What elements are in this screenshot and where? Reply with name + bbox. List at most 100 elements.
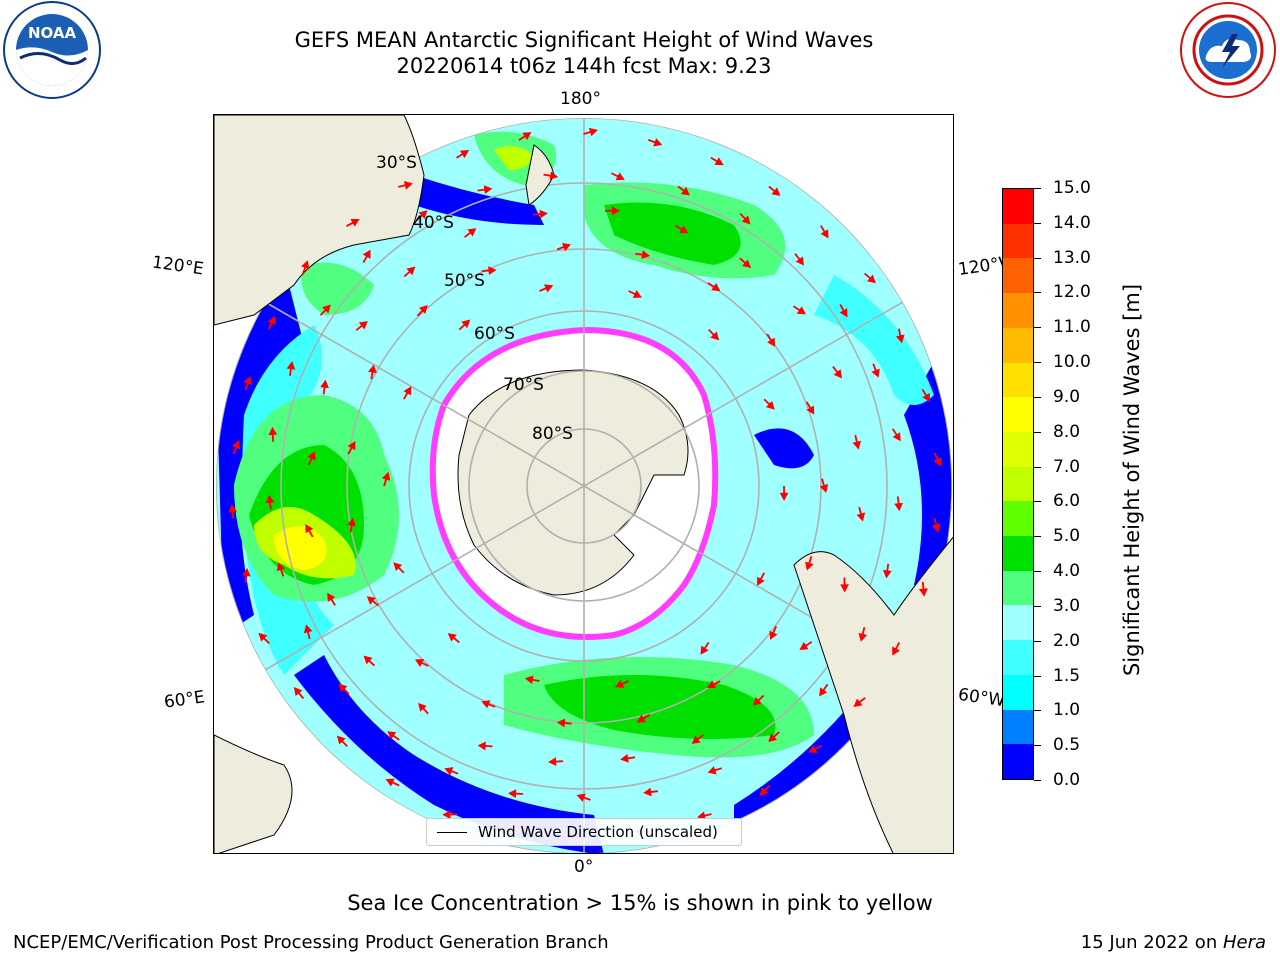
wind-arrow-head <box>276 562 286 572</box>
wind-arrow-head <box>765 400 775 410</box>
wind-arrow-head <box>406 266 416 276</box>
wind-arrow-head <box>561 243 571 252</box>
colorbar-tick <box>1034 362 1041 364</box>
wind-arrow-head <box>769 630 778 640</box>
wind-arrow-head <box>922 392 931 403</box>
colorbar-segment <box>1003 362 1033 398</box>
wind-arrow-head <box>892 432 901 442</box>
wind-arrow-head <box>806 405 815 415</box>
colorbar-tick <box>1034 745 1041 747</box>
wind-arrow-head <box>752 696 762 706</box>
wind-arrow-head <box>303 624 313 634</box>
wind-arrow-head <box>363 655 373 665</box>
wind-arrow-head <box>768 733 778 742</box>
map-title: GEFS MEAN Antarctic Significant Height o… <box>294 28 874 52</box>
colorbar-tick-label: 2.0 <box>1053 630 1081 651</box>
colorbar-segment <box>1003 744 1033 779</box>
wind-arrow-head <box>293 687 303 697</box>
run-date: 15 Jun 2022 on Hera <box>1081 932 1266 953</box>
lon-label-120e: 120°E <box>150 252 205 280</box>
wind-arrow-head <box>641 250 651 259</box>
wind-arrow-head <box>918 588 928 597</box>
wind-arrow-head <box>243 376 252 386</box>
wind-arrow-head <box>403 181 413 190</box>
colorbar-tick-label: 0.5 <box>1053 735 1081 756</box>
run-date-text: 15 Jun 2022 on <box>1080 932 1223 953</box>
wind-arrow-head <box>447 633 457 642</box>
wind-arrow-head <box>779 492 789 501</box>
wind-arrow-head <box>636 714 646 723</box>
legend-line-sample <box>437 832 467 833</box>
lon-label-0: 0° <box>574 857 594 877</box>
wind-arrow-head <box>442 810 451 820</box>
map-legend: Wind Wave Direction (unscaled) <box>426 818 742 846</box>
wind-arrow-head <box>741 215 751 225</box>
wind-arrow-head <box>795 256 805 266</box>
wind-arrow-head <box>858 632 868 642</box>
wind-arrow-head <box>362 249 371 259</box>
wind-arrow-head <box>707 766 717 775</box>
wind-arrow-head <box>700 645 709 655</box>
colorbar-segment <box>1003 536 1033 571</box>
wind-arrow-head <box>710 331 720 341</box>
wind-arrow-head <box>481 700 491 709</box>
colorbar-segment <box>1003 466 1033 502</box>
wind-arrow-head <box>697 811 706 820</box>
wind-arrow-head <box>691 735 701 744</box>
colorbar-tick <box>1034 780 1041 781</box>
wind-arrow-head <box>418 210 428 219</box>
wind-arrow-head <box>871 368 880 378</box>
colorbar-tick <box>1034 222 1041 224</box>
colorbar-tick-label: 8.0 <box>1053 421 1081 442</box>
colorbar-tick <box>1034 466 1041 468</box>
wind-arrow-head <box>894 502 903 512</box>
wind-arrow-head <box>819 687 828 697</box>
wind-arrow-head <box>381 471 391 481</box>
wind-arrow-head <box>387 731 397 740</box>
wind-arrow-head <box>892 646 900 656</box>
wind-arrow-head <box>301 260 310 270</box>
wind-arrow-head <box>643 787 652 797</box>
wind-arrow-head <box>556 718 566 728</box>
wind-arrow-head <box>228 504 238 513</box>
wind-arrow-head <box>548 757 557 766</box>
wind-arrow-head <box>414 659 425 667</box>
wind-arrow-head <box>305 523 314 534</box>
nws-logo <box>1180 2 1276 98</box>
lon-label-60e: 60°E <box>162 687 207 713</box>
graticule <box>216 118 952 853</box>
colorbar-segment <box>1003 640 1033 675</box>
wind-arrow-head <box>852 440 862 450</box>
wind-arrow-head <box>366 596 376 605</box>
wind-arrow-head <box>742 259 752 269</box>
wind-arrow-head <box>488 266 497 275</box>
noaa-logo-text: NOAA <box>28 24 77 42</box>
wind-arrow-head <box>757 576 765 586</box>
wind-arrow-head <box>767 337 776 347</box>
wind-arrow-head <box>268 426 278 436</box>
colorbar-tick-label: 5.0 <box>1053 526 1081 547</box>
colorbar-segment <box>1003 397 1033 432</box>
colorbar-segment <box>1003 501 1033 537</box>
colorbar-tick-label: 6.0 <box>1053 491 1081 512</box>
colorbar-segment <box>1003 293 1033 328</box>
wind-arrow-head <box>347 517 356 527</box>
wind-arrow-head <box>286 361 296 370</box>
colorbar-tick <box>1034 640 1041 642</box>
colorbar-tick <box>1034 675 1041 677</box>
wind-arrow-head <box>679 225 689 234</box>
continents <box>214 115 953 853</box>
wind-arrow-head <box>368 364 377 374</box>
wind-arrow-head <box>615 172 625 181</box>
colorbar-tick-label: 1.5 <box>1053 665 1081 686</box>
wind-arrow-head <box>393 562 403 571</box>
wind-arrow-head <box>327 592 336 602</box>
wind-arrow-head <box>808 745 818 753</box>
wind-arrow-head <box>771 187 781 196</box>
wind-arrow-head <box>680 187 690 196</box>
lat-label-30s: 30°S <box>376 153 417 173</box>
colorbar-tick <box>1034 327 1041 329</box>
wind-arrow-head <box>796 306 806 315</box>
colorbar-segment <box>1003 605 1033 641</box>
noaa-logo: NOAA <box>3 1 101 99</box>
